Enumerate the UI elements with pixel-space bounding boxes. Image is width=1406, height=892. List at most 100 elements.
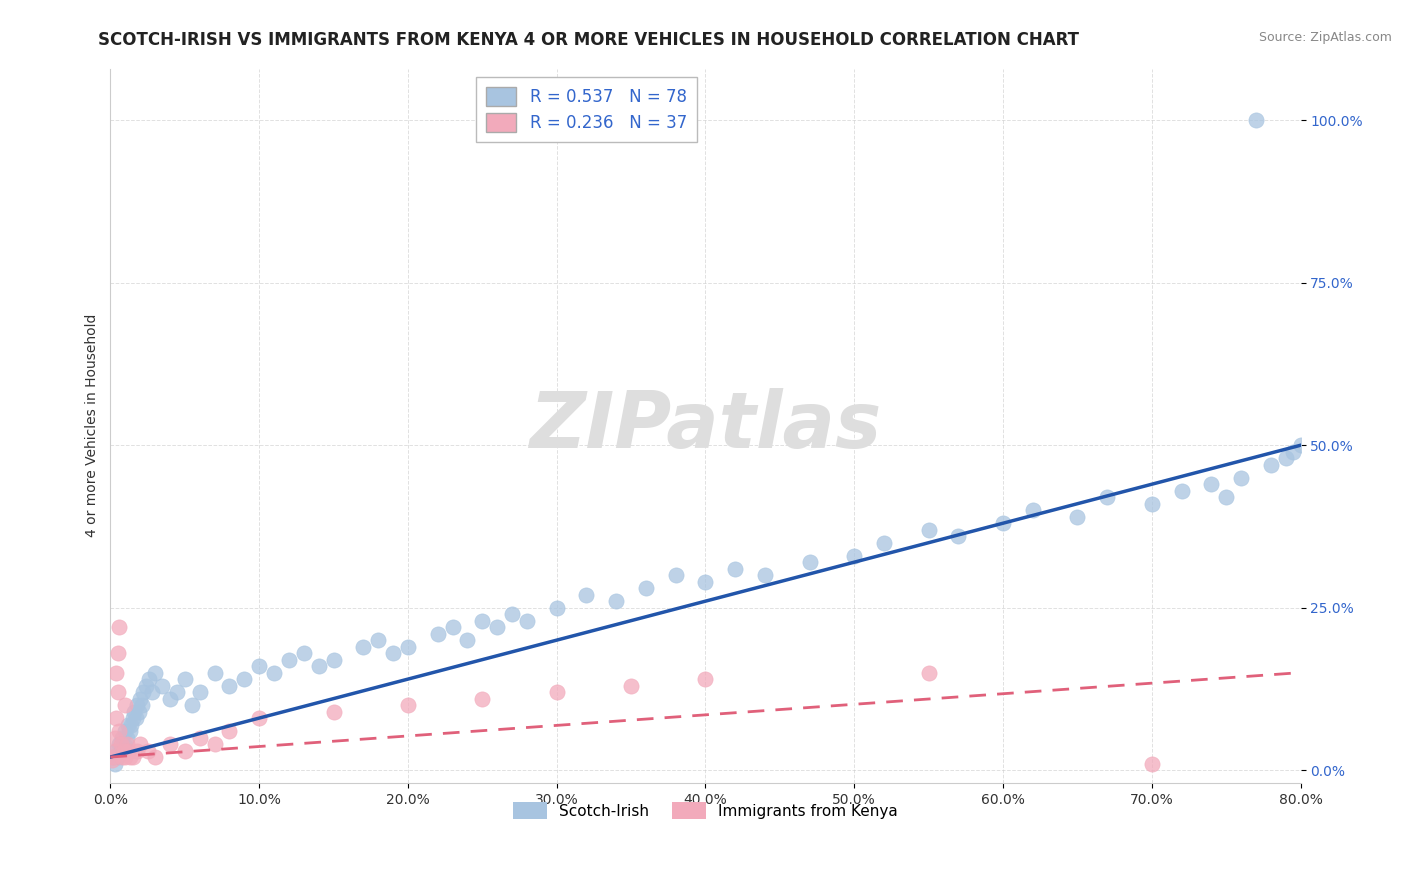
Point bbox=[110, 743, 132, 757]
Point bbox=[104, 743, 127, 757]
Point bbox=[1244, 113, 1267, 128]
Point bbox=[233, 672, 256, 686]
Point bbox=[1289, 438, 1312, 452]
Point bbox=[115, 737, 138, 751]
Point bbox=[218, 679, 240, 693]
Point bbox=[152, 679, 174, 693]
Point bbox=[125, 711, 148, 725]
Point bbox=[247, 659, 270, 673]
Point bbox=[546, 685, 568, 699]
Point bbox=[1230, 471, 1253, 485]
Point bbox=[105, 743, 128, 757]
Point bbox=[247, 711, 270, 725]
Point bbox=[143, 750, 166, 764]
Point bbox=[107, 646, 129, 660]
Point bbox=[426, 626, 449, 640]
Point bbox=[501, 607, 523, 622]
Point bbox=[188, 685, 211, 699]
Point bbox=[441, 620, 464, 634]
Point bbox=[188, 731, 211, 745]
Point bbox=[277, 652, 299, 666]
Point bbox=[605, 594, 627, 608]
Point bbox=[143, 665, 166, 680]
Text: ZIPatlas: ZIPatlas bbox=[529, 388, 882, 464]
Point bbox=[308, 659, 330, 673]
Point bbox=[799, 555, 821, 569]
Point bbox=[292, 646, 315, 660]
Point bbox=[104, 756, 127, 771]
Point bbox=[136, 743, 159, 757]
Point bbox=[108, 724, 131, 739]
Point bbox=[121, 711, 143, 725]
Point bbox=[1170, 483, 1192, 498]
Point bbox=[263, 665, 285, 680]
Point bbox=[159, 737, 181, 751]
Point bbox=[120, 717, 142, 731]
Point bbox=[166, 685, 188, 699]
Point bbox=[486, 620, 509, 634]
Point bbox=[665, 568, 688, 582]
Point bbox=[115, 731, 138, 745]
Point bbox=[1260, 458, 1282, 472]
Point bbox=[114, 750, 136, 764]
Point bbox=[620, 679, 643, 693]
Point bbox=[1274, 451, 1296, 466]
Point bbox=[322, 705, 344, 719]
Point bbox=[118, 750, 141, 764]
Point bbox=[118, 724, 141, 739]
Point bbox=[101, 753, 124, 767]
Point bbox=[131, 698, 153, 712]
Point bbox=[917, 665, 939, 680]
Point bbox=[117, 717, 139, 731]
Point bbox=[111, 750, 134, 764]
Point bbox=[471, 691, 494, 706]
Point bbox=[117, 743, 139, 757]
Text: SCOTCH-IRISH VS IMMIGRANTS FROM KENYA 4 OR MORE VEHICLES IN HOUSEHOLD CORRELATIO: SCOTCH-IRISH VS IMMIGRANTS FROM KENYA 4 … bbox=[98, 31, 1080, 49]
Point bbox=[141, 685, 163, 699]
Point bbox=[456, 633, 478, 648]
Point bbox=[181, 698, 204, 712]
Point bbox=[111, 731, 134, 745]
Point bbox=[1140, 756, 1163, 771]
Point bbox=[110, 737, 132, 751]
Point bbox=[129, 691, 152, 706]
Point bbox=[948, 529, 970, 543]
Point bbox=[112, 743, 135, 757]
Point bbox=[873, 535, 896, 549]
Point bbox=[695, 672, 717, 686]
Point bbox=[204, 737, 226, 751]
Point bbox=[132, 685, 155, 699]
Point bbox=[724, 562, 747, 576]
Text: Source: ZipAtlas.com: Source: ZipAtlas.com bbox=[1258, 31, 1392, 45]
Y-axis label: 4 or more Vehicles in Household: 4 or more Vehicles in Household bbox=[86, 314, 100, 538]
Point bbox=[1201, 477, 1223, 491]
Point bbox=[128, 705, 150, 719]
Point bbox=[695, 574, 717, 589]
Point bbox=[754, 568, 776, 582]
Point bbox=[108, 620, 131, 634]
Point bbox=[121, 750, 143, 764]
Point bbox=[173, 743, 195, 757]
Point bbox=[135, 679, 157, 693]
Point bbox=[107, 685, 129, 699]
Point bbox=[104, 731, 127, 745]
Point bbox=[114, 724, 136, 739]
Point bbox=[575, 588, 598, 602]
Point bbox=[122, 705, 145, 719]
Point bbox=[1282, 444, 1305, 458]
Point bbox=[1066, 509, 1088, 524]
Point bbox=[218, 724, 240, 739]
Point bbox=[634, 581, 657, 595]
Point bbox=[322, 652, 344, 666]
Point bbox=[352, 640, 374, 654]
Point bbox=[114, 698, 136, 712]
Point bbox=[367, 633, 389, 648]
Point bbox=[112, 737, 135, 751]
Point bbox=[396, 698, 419, 712]
Point bbox=[546, 600, 568, 615]
Point bbox=[204, 665, 226, 680]
Point bbox=[103, 750, 125, 764]
Point bbox=[1215, 490, 1237, 504]
Point bbox=[173, 672, 195, 686]
Point bbox=[991, 516, 1014, 531]
